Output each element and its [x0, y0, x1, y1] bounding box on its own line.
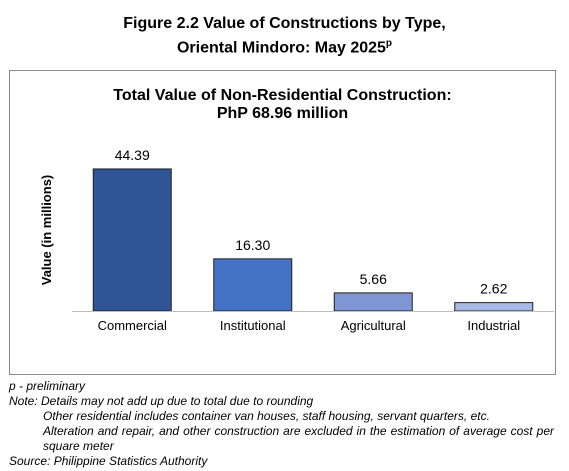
- figure-title-line2: Oriental Mindoro: May 2025: [176, 39, 386, 57]
- notes-section: p - preliminary Note: Details may not ad…: [9, 379, 554, 469]
- alteration-note: Alteration and repair, and other constru…: [43, 424, 554, 453]
- data-label-industrial: 2.62: [480, 281, 507, 297]
- chart-subtitle: PhP 68.96 million: [216, 105, 349, 122]
- data-label-commercial: 44.39: [115, 147, 150, 163]
- x-tick-label-institutional: Institutional: [220, 318, 286, 333]
- x-tick-label-agricultural: Agricultural: [341, 318, 406, 333]
- chart-title: Total Value of Non-Residential Construct…: [10, 87, 555, 123]
- source-note: Source: Philippine Statistics Authority: [9, 454, 208, 468]
- rounding-note: Note: Details may not add up due to tota…: [9, 394, 314, 408]
- bar-institutional: [213, 258, 293, 312]
- x-tick-label-commercial: Commercial: [98, 318, 167, 333]
- bar-agricultural: [333, 292, 413, 312]
- x-tick-label-industrial: Industrial: [467, 318, 520, 333]
- bar-industrial: [454, 302, 534, 312]
- data-label-institutional: 16.30: [235, 237, 270, 253]
- other-residential-note: Other residential includes container van…: [43, 409, 490, 423]
- preliminary-superscript: p: [385, 38, 393, 49]
- preliminary-note: p - preliminary: [9, 379, 86, 393]
- chart-title-line1: Total Value of Non-Residential Construct…: [113, 87, 452, 104]
- y-axis-label: Value (in millions): [39, 175, 54, 286]
- figure-title: Figure 2.2 Value of Constructions by Typ…: [0, 14, 569, 58]
- chart-area: Total Value of Non-Residential Construct…: [9, 70, 556, 375]
- data-label-agricultural: 5.66: [360, 271, 387, 287]
- bar-chart-svg: 44.39 Commercial 16.30 Institutional 5.66 Agr…: [39, 147, 554, 333]
- bar-commercial: [92, 168, 172, 312]
- figure-title-line1: Figure 2.2 Value of Constructions by Typ…: [123, 15, 446, 32]
